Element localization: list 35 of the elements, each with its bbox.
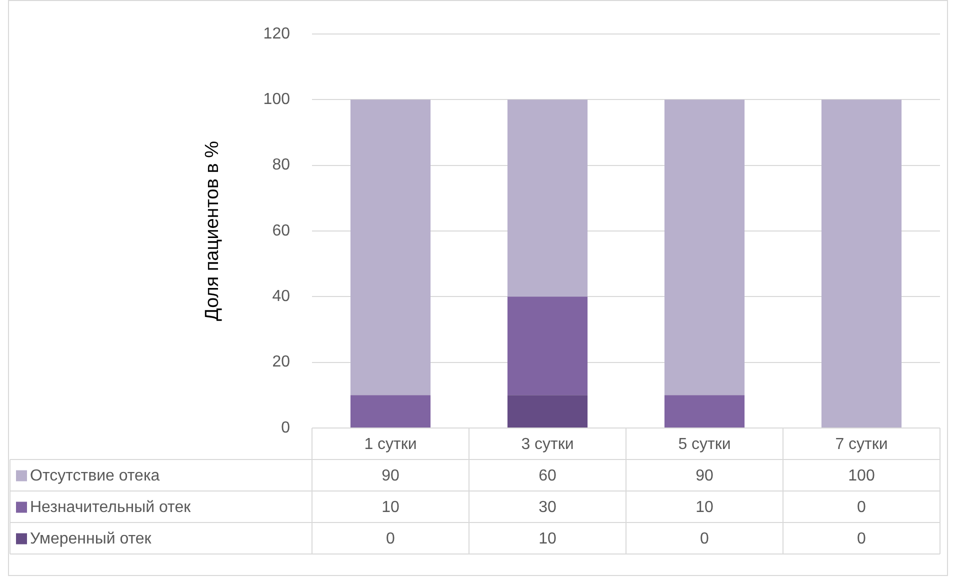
y-tick-label: 120 xyxy=(263,25,290,42)
y-tick-label: 0 xyxy=(281,419,290,436)
y-tick-label: 80 xyxy=(272,156,290,174)
y-axis-title: Доля пациентов в % xyxy=(202,140,224,321)
data-label: 0 xyxy=(857,499,866,516)
y-tick-label: 60 xyxy=(272,222,290,240)
bar xyxy=(507,395,588,428)
legend-label: Отсутствие отека xyxy=(30,468,160,485)
data-label: 10 xyxy=(382,499,400,516)
y-tick-label: 100 xyxy=(263,91,290,108)
legend-label: Незначительный отек xyxy=(30,499,192,516)
bar xyxy=(507,296,588,396)
data-label: 0 xyxy=(857,530,866,548)
data-label: 100 xyxy=(848,468,875,485)
data-label: 0 xyxy=(700,530,710,548)
bar xyxy=(350,395,431,428)
data-label: 90 xyxy=(382,468,400,485)
x-tick-label: 5 сутки xyxy=(678,436,731,454)
bar xyxy=(664,100,745,396)
x-tick-label: 7 сутки xyxy=(835,436,888,454)
data-label: 10 xyxy=(696,499,714,516)
bar xyxy=(507,100,588,297)
y-tick-label: 40 xyxy=(272,288,290,306)
y-tick-label: 20 xyxy=(272,354,290,371)
data-label: 30 xyxy=(538,499,556,516)
bar xyxy=(664,395,745,428)
data-label: 90 xyxy=(696,468,714,485)
data-label: 0 xyxy=(386,530,396,548)
bar xyxy=(821,100,902,428)
legend-label: Умеренный отек xyxy=(30,530,152,548)
data-label: 10 xyxy=(538,530,556,548)
bar xyxy=(350,100,431,396)
data-label: 60 xyxy=(538,468,556,485)
x-tick-label: 1 сутки xyxy=(364,436,417,454)
x-tick-label: 3 сутки xyxy=(521,436,574,454)
